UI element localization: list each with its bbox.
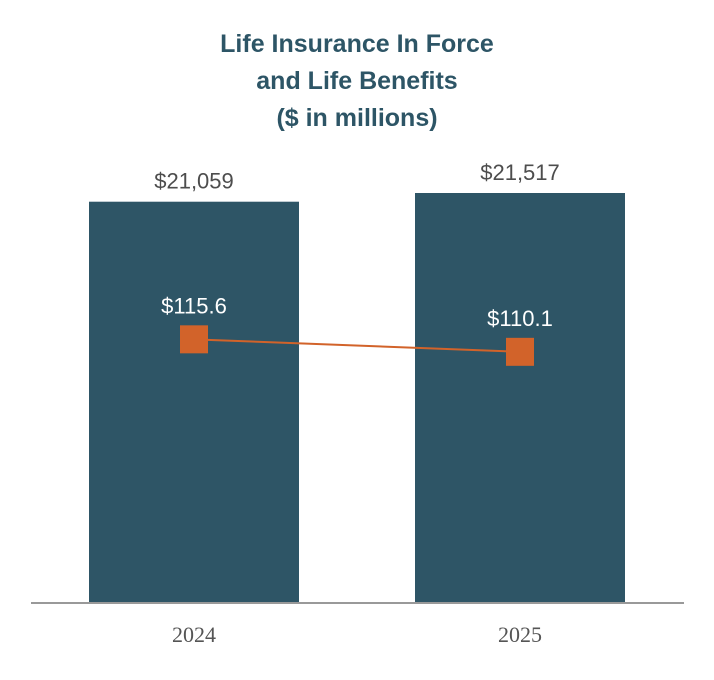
bar-value-label-2025: $21,517 <box>480 160 560 185</box>
line-value-label-2024: $115.6 <box>161 293 227 318</box>
x-tick-label-2024: 2024 <box>172 622 216 647</box>
bar-value-label-2024: $21,059 <box>154 169 234 194</box>
life-benefits-line <box>193 338 521 353</box>
line-value-label-2025: $110.1 <box>487 306 553 331</box>
chart-title-line-3: ($ in millions) <box>276 104 438 132</box>
chart-title: Life Insurance In Force and Life Benefit… <box>0 26 714 137</box>
bar-series <box>89 193 625 603</box>
bar-labels: $21,059 $21,517 <box>154 160 560 194</box>
bar-2024 <box>89 201 299 603</box>
line-marker-2025 <box>506 337 534 366</box>
line-marker-2024 <box>180 325 208 354</box>
bar-2025 <box>415 193 625 602</box>
line-series <box>180 325 534 366</box>
x-tick-label-2025: 2025 <box>498 622 542 647</box>
x-tick-labels: 2024 2025 <box>172 622 542 647</box>
chart-title-line-2: and Life Benefits <box>256 67 458 95</box>
chart-title-line-1: Life Insurance In Force <box>220 30 494 58</box>
line-labels: $115.6 $110.1 <box>161 293 553 330</box>
